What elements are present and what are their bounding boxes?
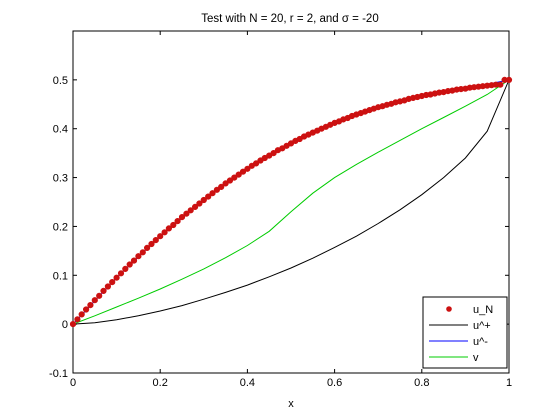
data-point [100, 287, 107, 295]
data-point [135, 253, 142, 260]
data-point [113, 274, 120, 281]
chart-title: Test with N = 20, r = 2, and σ = -20 [201, 13, 378, 25]
data-point [74, 316, 81, 323]
data-point [222, 180, 229, 187]
data-point [130, 257, 138, 264]
legend-label-2: u^- [473, 336, 488, 348]
y-tick-label: 0.4 [53, 124, 68, 136]
x-axis-label: x [288, 398, 294, 410]
data-point [213, 186, 220, 193]
data-point [183, 210, 190, 217]
data-point [192, 203, 199, 210]
y-tick-label: 0.2 [53, 221, 68, 233]
data-point [244, 165, 251, 172]
data-point [152, 237, 159, 244]
legend-label-3: v [473, 352, 479, 364]
data-point [126, 261, 133, 268]
data-point [144, 244, 151, 251]
data-point [209, 190, 216, 197]
data-point [91, 297, 98, 304]
data-point [78, 311, 85, 318]
data-point [69, 321, 77, 328]
x-tick-label: 0.2 [153, 377, 168, 389]
x-tick-label: 0.4 [240, 377, 255, 389]
y-tick-label: 0.5 [53, 75, 68, 87]
series-line-1 [72, 79, 510, 325]
y-tick-label: -0.1 [49, 368, 68, 380]
data-point [87, 302, 94, 309]
data-point [218, 183, 225, 190]
data-point [161, 229, 168, 236]
legend: u_N u^+ u^- v [422, 296, 508, 369]
data-point [239, 168, 247, 175]
data-point [96, 292, 103, 299]
legend-box [422, 296, 508, 369]
y-tick-label: 0.1 [53, 270, 68, 282]
data-point [196, 200, 203, 207]
data-point [174, 218, 181, 225]
y-tick-label: 0.3 [53, 173, 68, 185]
data-point [82, 306, 90, 313]
data-point [231, 174, 238, 181]
series-line-3 [72, 79, 510, 325]
data-point [178, 214, 186, 221]
x-tick-label: 0.6 [327, 377, 342, 389]
data-point [205, 193, 212, 200]
data-point [497, 81, 504, 88]
data-point [104, 283, 111, 290]
data-point [148, 240, 155, 248]
data-point [200, 196, 207, 204]
data-point [505, 76, 513, 83]
data-point [122, 265, 129, 273]
x-tick-label: 0 [70, 377, 76, 389]
legend-swatch-0 [446, 306, 452, 312]
data-point [187, 207, 194, 214]
data-point [170, 221, 177, 229]
data-point [235, 171, 242, 178]
data-point [139, 249, 146, 256]
x-tick-label: 1 [506, 377, 512, 389]
data-point [165, 225, 172, 232]
data-point [157, 233, 164, 240]
data-point [117, 270, 125, 277]
series-markers-0 [69, 76, 513, 328]
legend-label-1: u^+ [473, 320, 491, 332]
data-point [270, 150, 277, 157]
x-tick-label: 0.8 [414, 377, 429, 389]
data-point [226, 177, 234, 184]
data-point [109, 279, 116, 286]
y-tick-label: 0 [62, 319, 68, 331]
data-point [253, 160, 260, 167]
legend-label-0: u_N [473, 304, 493, 316]
